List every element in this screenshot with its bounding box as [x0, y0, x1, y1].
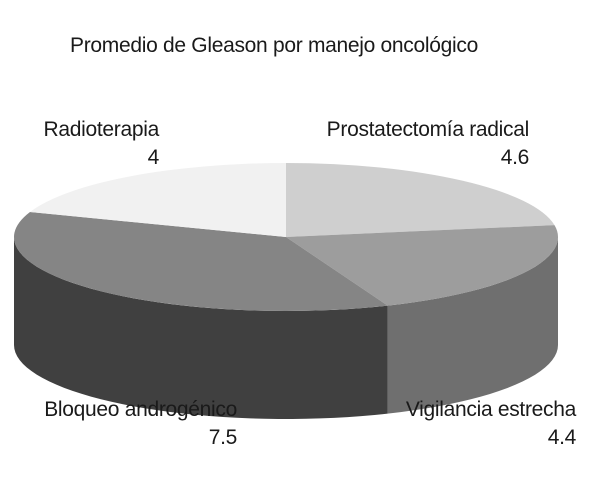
slice-top-vigilancia	[286, 225, 559, 306]
slice-top-prostatectomia	[286, 163, 555, 237]
slice-side-vigilancia	[387, 237, 558, 414]
slice-label-prostatectomia: Prostatectomía radical 4.6	[326, 116, 530, 172]
slice-top-radioterapia	[30, 163, 287, 237]
slice-name: Radioterapia	[43, 118, 160, 141]
slice-value: 4.4	[547, 426, 577, 449]
slice-name: Bloqueo androgénico	[44, 398, 237, 421]
slice-value: 4.6	[500, 146, 530, 169]
slice-label-bloqueo: Bloqueo androgénico 7.5	[44, 396, 237, 452]
slice-value: 4	[147, 146, 160, 169]
slice-value: 7.5	[208, 426, 238, 449]
slice-name: Vigilancia estrecha	[405, 398, 576, 421]
chart-title: Promedio de Gleason por manejo oncológic…	[70, 34, 478, 57]
slice-top-bloqueo	[13, 211, 388, 312]
slice-name: Prostatectomía radical	[326, 118, 530, 141]
slice-label-vigilancia: Vigilancia estrecha 4.4	[406, 396, 576, 452]
slice-label-radioterapia: Radioterapia 4	[43, 116, 160, 172]
slice-side-bloqueo	[14, 237, 388, 419]
